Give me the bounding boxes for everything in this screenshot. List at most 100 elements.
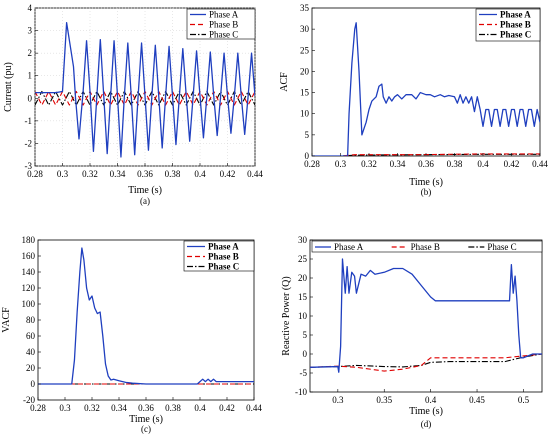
panel-a-x-ticks: 0.28 0.3 0.32 0.34 0.36 0.38 0.4 0.42 0.44	[27, 163, 263, 179]
panel-c-legend-label: Phase C	[208, 262, 239, 272]
panel-a-caption: (a)	[140, 196, 150, 206]
panel-d-legend-box	[311, 240, 543, 253]
panel-b-y-tick-label: 15	[300, 88, 310, 98]
panel-d-legend: Phase A Phase B Phase C	[311, 240, 543, 253]
panel-a-x-tick-label: 0.3	[57, 169, 69, 179]
panel-b-x-axis-label: Time (s)	[409, 177, 443, 188]
panel-c-y-tick-label: 60	[26, 331, 36, 341]
panel-a-x-tick-label: 0.34	[110, 169, 126, 179]
panel-c-x-axis-label: Time (s)	[129, 414, 163, 425]
panel-a-y-tick-label: 0	[28, 93, 33, 103]
panel-c-x-tick-label: 0.32	[84, 403, 100, 413]
panel-d-x-tick-label: 0.4	[425, 395, 437, 405]
panel-d-series-phase-b	[310, 353, 542, 372]
panel-c-x-tick-label: 0.44	[246, 403, 262, 413]
panel-a-y-axis-label: Current (pu)	[3, 62, 14, 112]
panel-c-series-phase-a	[38, 247, 254, 385]
panel-b-y-tick-label: 35	[300, 3, 310, 13]
panel-c-x-tick-label: 0.38	[165, 403, 181, 413]
panel-c-x-tick-label: 0.36	[138, 403, 154, 413]
panel-c-y-tick-label: 80	[26, 315, 36, 325]
panel-d-x-tick-label: 0.5	[518, 395, 530, 405]
panel-c-x-ticks: 0.28 0.3 0.32 0.34 0.36 0.38 0.4 0.42 0.44	[30, 397, 262, 413]
panel-c-y-tick-label: 40	[26, 347, 36, 357]
panel-d-y-tick-label: 0	[303, 349, 308, 359]
panel-b-x-tick-label: 0.42	[504, 159, 520, 169]
panel-c-y-ticks: -20 0 20 40 60 80 100 120 140 160 180	[22, 235, 41, 405]
panel-a-x-tick-label: 0.38	[165, 169, 181, 179]
panel-d-x-tick-label: 0.45	[469, 395, 485, 405]
panel-a-y-tick-label: -3	[25, 161, 33, 171]
panel-c-legend-label: Phase B	[208, 252, 239, 262]
panel-a-x-tick-label: 0.32	[82, 169, 98, 179]
panel-b-series	[312, 22, 540, 156]
panel-b-x-tick-label: 0.44	[532, 159, 548, 169]
panel-a-x-tick-label: 0.28	[27, 169, 43, 179]
panel-d-x-axis-label: Time (s)	[409, 406, 443, 417]
panel-c-series	[38, 247, 254, 385]
panel-d: 0.3 0.35 0.4 0.45 0.5 -10 -5 0 5 10 15 20 25 30 Time…	[281, 235, 543, 429]
panel-b-x-tick-label: 0.32	[361, 159, 377, 169]
panel-c-y-tick-label: 140	[22, 267, 36, 277]
panel-b-x-tick-label: 0.36	[418, 159, 434, 169]
panel-a-legend-label: Phase B	[209, 20, 238, 30]
panel-a-y-ticks: -3 -2 -1 0 1 2 3 4	[25, 3, 38, 171]
panel-b-y-tick-label: 10	[300, 109, 310, 119]
panel-d-x-tick-label: 0.3	[332, 395, 344, 405]
panel-c: 0.28 0.3 0.32 0.34 0.36 0.38 0.4 0.42 0.44 -20 0 2…	[1, 235, 262, 434]
panel-b-y-tick-label: 30	[300, 24, 310, 34]
panel-a-legend-label: Phase C	[209, 30, 238, 40]
panel-a-y-tick-label: -2	[25, 138, 33, 148]
panel-c-caption: (c)	[141, 424, 151, 434]
panel-a-series-phase-a	[35, 22, 255, 158]
panel-a-y-tick-label: 3	[28, 26, 33, 36]
panel-d-y-axis-label: Reactive Power (Q)	[281, 276, 292, 355]
panel-b-x-tick-label: 0.38	[447, 159, 463, 169]
panel-b-legend-label: Phase C	[500, 30, 531, 40]
panel-a-legend-label: Phase A	[209, 10, 239, 20]
panel-b-y-tick-label: 25	[300, 45, 310, 55]
panel-c-y-tick-label: 20	[26, 363, 36, 373]
panel-c-y-tick-label: -20	[23, 395, 35, 405]
panel-a-x-tick-label: 0.36	[137, 169, 153, 179]
panel-d-y-tick-label: -10	[295, 387, 307, 397]
panel-b-x-tick-label: 0.28	[304, 159, 320, 169]
panel-b-x-ticks: 0.28 0.3 0.32 0.34 0.36 0.38 0.4 0.42 0.44	[304, 153, 548, 169]
panel-d-y-tick-label: 15	[298, 292, 308, 302]
panel-c-x-tick-label: 0.42	[219, 403, 235, 413]
panel-a-x-tick-label: 0.4	[194, 169, 206, 179]
panel-c-x-tick-label: 0.28	[30, 403, 46, 413]
panel-d-series	[310, 258, 542, 373]
panel-d-legend-label: Phase C	[487, 242, 516, 252]
panel-d-x-tick-label: 0.35	[376, 395, 392, 405]
panel-c-y-tick-label: 0	[31, 379, 36, 389]
panel-b-x-tick-label: 0.4	[477, 159, 489, 169]
panel-a-x-tick-label: 0.42	[220, 169, 236, 179]
panel-d-legend-label: Phase B	[411, 242, 440, 252]
panel-b-y-axis-label: ACF	[279, 72, 290, 92]
panel-c-y-tick-label: 180	[22, 235, 36, 245]
panel-c-x-tick-label: 0.34	[111, 403, 127, 413]
panel-a: 0.28 0.3 0.32 0.34 0.36 0.38 0.4 0.42 0.44 -3-2-…	[3, 3, 263, 206]
panel-c-y-tick-label: 160	[22, 251, 36, 261]
panel-b-x-tick-label: 0.3	[335, 159, 347, 169]
panel-b-y-tick-label: 20	[300, 66, 310, 76]
panel-b-legend-label: Phase A	[500, 10, 531, 20]
panel-a-series	[35, 22, 255, 158]
panel-d-y-tick-label: 5	[303, 330, 308, 340]
panel-d-y-tick-label: 30	[298, 235, 308, 245]
panel-c-y-axis-label: VACF	[1, 307, 12, 333]
panel-d-series-phase-a	[310, 258, 542, 373]
panel-b-y-tick-label: 0	[305, 151, 310, 161]
panel-b-series-phase-b	[312, 153, 540, 156]
panel-a-y-tick-label: 1	[28, 71, 33, 81]
panel-d-legend-label: Phase A	[334, 242, 364, 252]
panel-d-y-tick-label: -5	[300, 368, 308, 378]
panel-b-series-phase-a	[312, 22, 540, 156]
panel-b-y-ticks: 0 5 10 15 20 25 30 35	[300, 3, 315, 161]
panel-a-y-tick-label: -1	[25, 116, 33, 126]
panel-c-y-tick-label: 120	[22, 283, 36, 293]
